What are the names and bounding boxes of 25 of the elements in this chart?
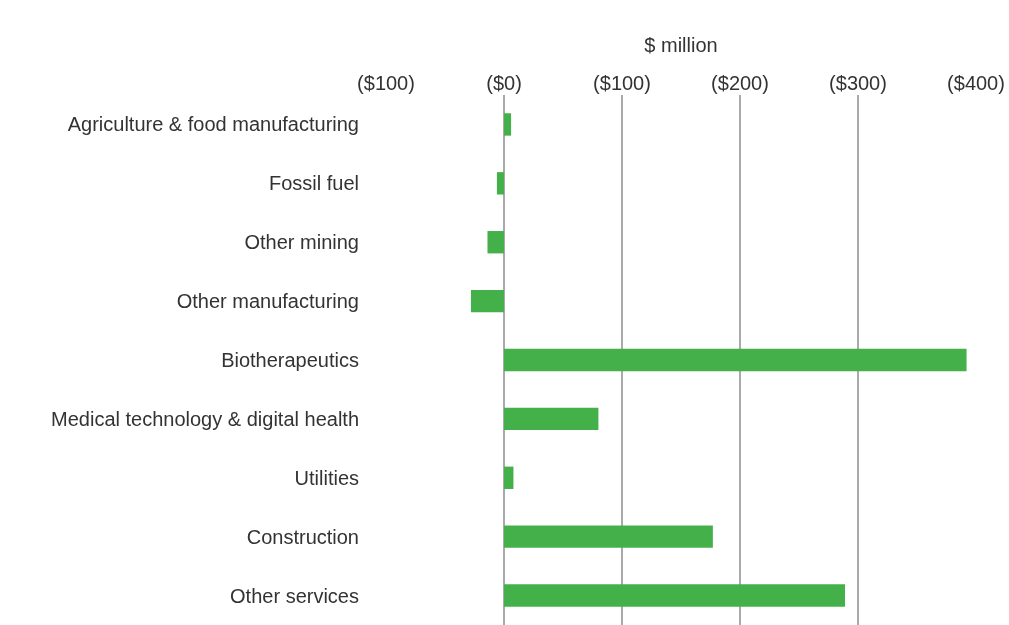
- x-tick-label: ($100): [357, 72, 415, 94]
- bar: [504, 407, 599, 431]
- x-tick-label: ($300): [829, 72, 887, 94]
- bar: [504, 348, 967, 372]
- bar: [504, 466, 514, 489]
- y-tick-label: Other services: [230, 584, 359, 607]
- y-tick-label: Fossil fuel: [268, 172, 359, 195]
- y-tick-label: Other manufacturing: [176, 290, 359, 313]
- x-tick-label: ($0): [486, 72, 522, 94]
- bar: [496, 172, 504, 195]
- bar: [504, 525, 713, 548]
- x-tick-label: ($400): [947, 72, 1005, 94]
- y-tick-label: Other mining: [244, 231, 359, 254]
- y-tick-label: Construction: [246, 525, 359, 548]
- y-tick-label: Biotherapeutics: [221, 349, 359, 371]
- x-tick-label: ($100): [593, 72, 651, 94]
- y-tick-label: Agriculture & food manufacturing: [67, 113, 359, 136]
- bar: [504, 584, 846, 607]
- y-tick-label: Medical technology & digital health: [51, 407, 359, 430]
- bar: [487, 231, 504, 254]
- x-tick-label: ($200): [711, 72, 769, 94]
- bar: [504, 113, 512, 136]
- y-tick-label: Utilities: [294, 466, 359, 489]
- bar: [470, 289, 504, 313]
- x-axis-title: $ million: [644, 33, 718, 56]
